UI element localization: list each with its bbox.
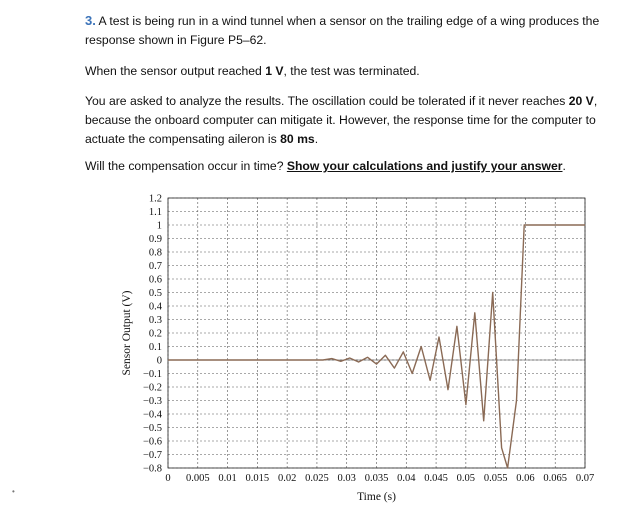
y-tick-label: 0.1 (149, 342, 162, 353)
margin-dot: • (12, 487, 15, 496)
y-tick-label: 0.3 (149, 315, 162, 326)
x-tick-label: 0.02 (278, 473, 296, 484)
x-tick-label: 0.05 (457, 473, 475, 484)
x-tick-label: 0.065 (543, 473, 567, 484)
question-text-3d: 80 ms (280, 132, 315, 146)
y-tick-label: −0.2 (143, 383, 162, 394)
question-paragraph-2: When the sensor output reached 1 V, the … (85, 62, 625, 81)
y-tick-label: −0.4 (143, 410, 163, 421)
y-tick-label: −0.5 (143, 423, 162, 434)
question-paragraph-1: 3. A test is being run in a wind tunnel … (85, 11, 625, 50)
question-text-4b: Show your calculations and justify your … (286, 159, 563, 173)
question-text-3e: . (314, 132, 319, 146)
y-tick-label: −0.1 (143, 369, 162, 380)
y-tick-label: 1 (157, 221, 162, 232)
y-tick-label: 0.4 (149, 302, 163, 313)
y-tick-label: 0.5 (149, 288, 162, 299)
y-tick-label: 1.1 (149, 207, 162, 218)
series-line (168, 224, 585, 469)
question-text-2a: When the sensor output reached (85, 64, 266, 78)
question-text-4a: Will the compensation occur in time? (85, 159, 287, 173)
question-text-3c: , because the onboard computer can mitig… (85, 94, 598, 146)
x-tick-label: 0.025 (305, 473, 329, 484)
y-tick-label: −0.3 (143, 396, 162, 407)
y-tick-label: 0.9 (149, 234, 162, 245)
sensor-response-chart: 1.2 1.1 1 0.9 0.8 0.7 0.6 0.5 0.4 0.3 0.2 0.1 0 −0.1 −… (121, 194, 594, 504)
question-text-4c: . (562, 159, 566, 173)
y-tick-label: 1.2 (149, 194, 162, 205)
question-text-2b: 1 V (265, 64, 284, 78)
y-tick-label: −0.7 (143, 450, 162, 461)
question-text-3a: You are asked to analyze the results. Th… (85, 94, 569, 108)
question-paragraph-4: Will the compensation occur in time? Sho… (85, 157, 625, 176)
x-tick-label: 0.07 (576, 473, 594, 484)
x-tick-label: 0.005 (186, 473, 210, 484)
y-tick-label: 0.8 (149, 248, 162, 259)
x-tick-label: 0.04 (397, 473, 416, 484)
x-tick-label: 0.035 (365, 473, 389, 484)
question-number: 3. (85, 13, 96, 28)
x-tick-label: 0.015 (246, 473, 270, 484)
y-tick-label: 0.2 (149, 329, 162, 340)
question-text-1b: response shown in Figure P5–62. (85, 33, 267, 47)
y-tick-label: 0.6 (149, 275, 162, 286)
x-axis-label: Time (s) (357, 491, 396, 503)
question-text-1a: A test is being run in a wind tunnel whe… (95, 14, 600, 28)
question-paragraph-3: You are asked to analyze the results. Th… (85, 92, 625, 149)
y-tick-label: −0.8 (143, 464, 162, 475)
y-tick-label: 0 (157, 356, 162, 367)
x-tick-label: 0.01 (218, 473, 236, 484)
x-tick-label: 0.03 (338, 473, 356, 484)
x-tick-label: 0.06 (516, 473, 534, 484)
y-axis-label: Sensor Output (V) (121, 290, 133, 375)
x-tick-label: 0.055 (484, 473, 508, 484)
question-text-3b: 20 V (568, 94, 594, 108)
y-tick-label: 0.7 (149, 261, 162, 272)
y-tick-label: −0.6 (143, 437, 162, 448)
x-tick-label: 0.045 (424, 473, 448, 484)
x-tick-label: 0 (165, 473, 170, 484)
question-text-2c: , the test was terminated. (283, 64, 420, 78)
plot-frame (167, 197, 586, 469)
